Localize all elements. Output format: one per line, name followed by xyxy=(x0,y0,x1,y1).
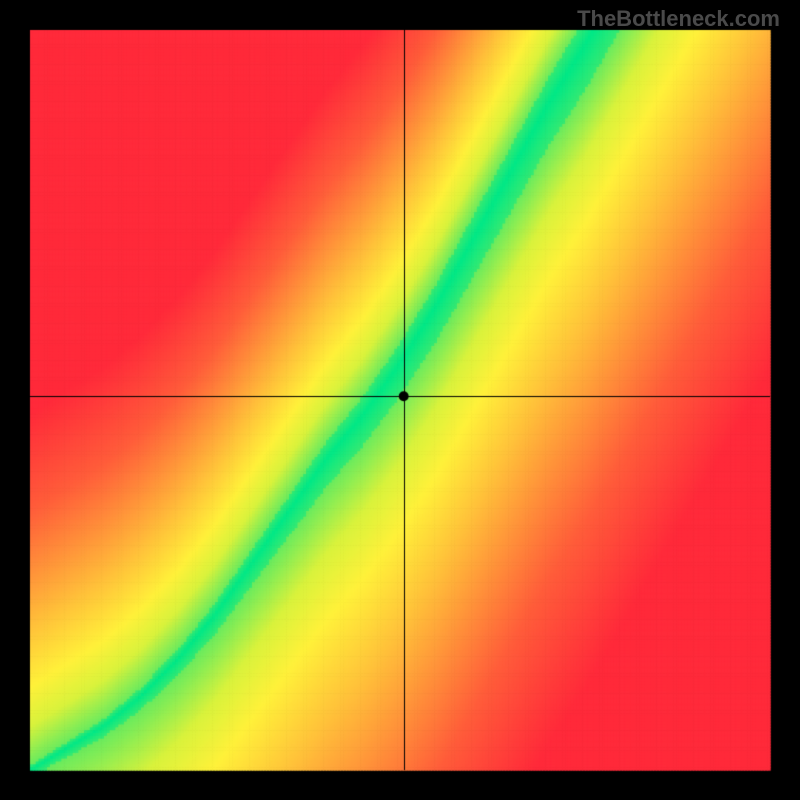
chart-container: TheBottleneck.com xyxy=(0,0,800,800)
watermark-text: TheBottleneck.com xyxy=(577,6,780,32)
heatmap-canvas xyxy=(0,0,800,800)
